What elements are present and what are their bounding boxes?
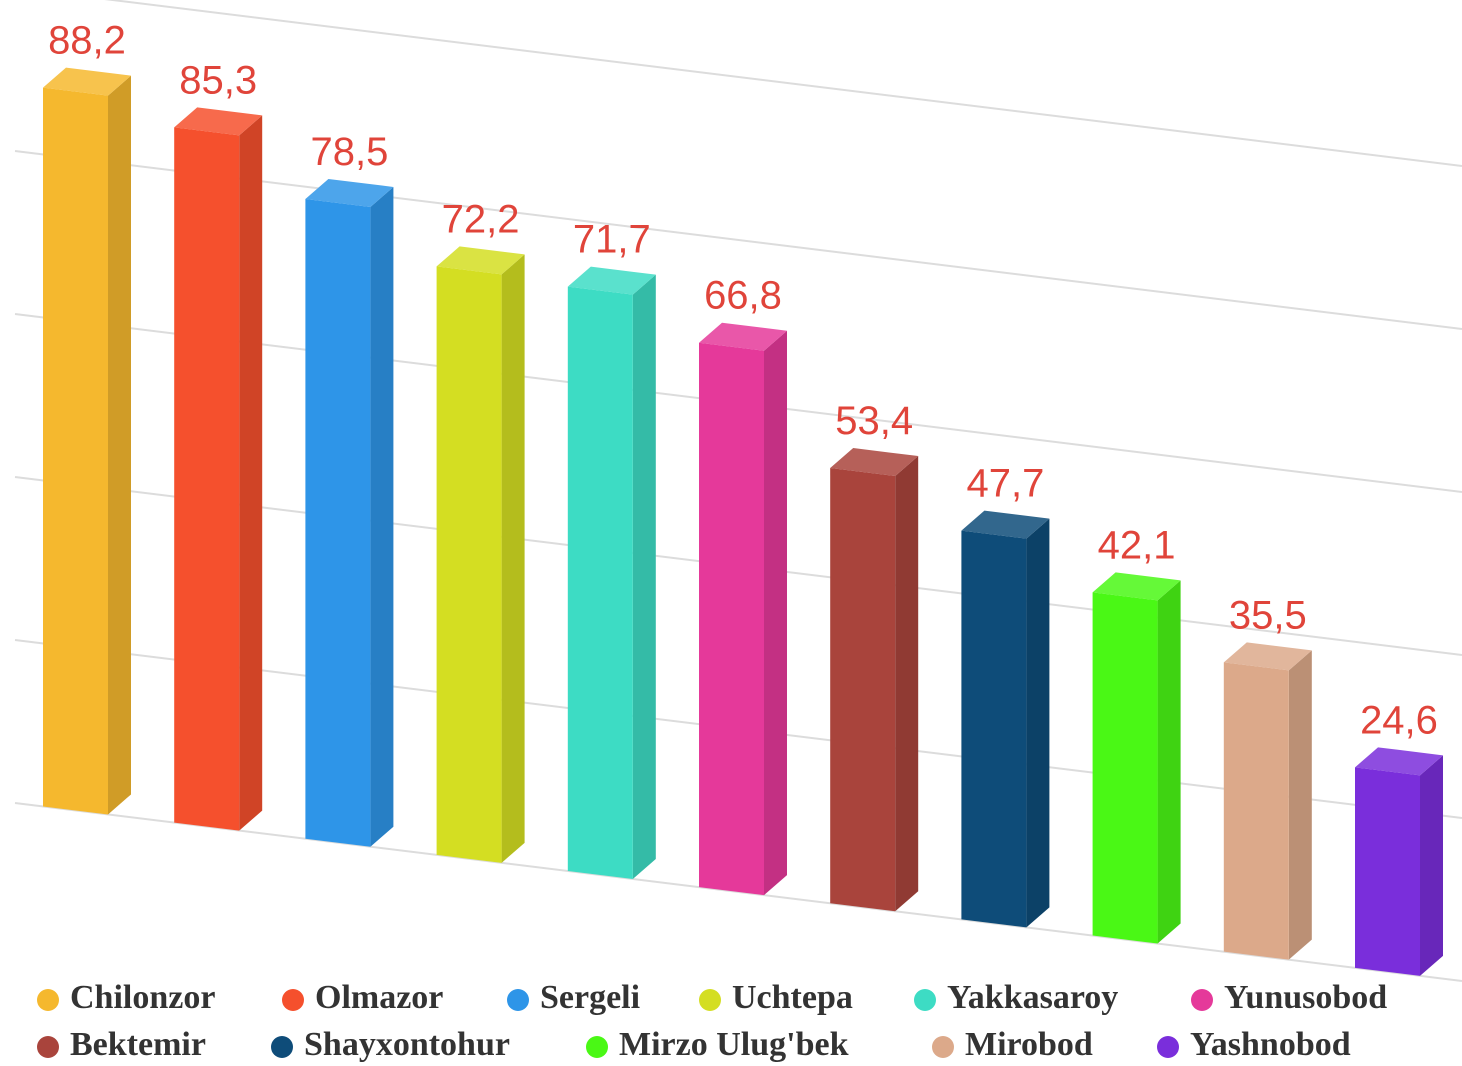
bar-top bbox=[1092, 572, 1181, 601]
bar-top bbox=[436, 246, 525, 275]
bar-front bbox=[830, 468, 896, 912]
legend-marker bbox=[37, 989, 59, 1011]
legend-marker bbox=[1157, 1036, 1179, 1058]
bar-side bbox=[1288, 650, 1312, 960]
bar-front bbox=[567, 286, 633, 879]
bar-side bbox=[1420, 755, 1443, 976]
bar-side bbox=[632, 274, 656, 879]
legend-label: Chilonzor bbox=[70, 979, 215, 1016]
bar bbox=[1223, 642, 1312, 960]
legend-marker bbox=[37, 1036, 59, 1058]
value-label: 78,5 bbox=[310, 130, 388, 174]
bar-front bbox=[43, 87, 108, 815]
bar-top bbox=[830, 448, 919, 477]
bar-top bbox=[961, 510, 1050, 539]
bar bbox=[567, 266, 656, 879]
legend-marker bbox=[1191, 989, 1213, 1011]
bar-side bbox=[108, 75, 131, 815]
bar-front bbox=[436, 266, 502, 863]
bar-top bbox=[1355, 747, 1443, 776]
bar-front bbox=[699, 342, 764, 896]
bar bbox=[43, 67, 131, 815]
bar bbox=[174, 107, 263, 831]
bar-side bbox=[370, 186, 394, 847]
bar-side bbox=[239, 115, 263, 831]
bar-side bbox=[1026, 518, 1050, 928]
legend-label: Olmazor bbox=[315, 979, 443, 1016]
bar-side bbox=[895, 456, 919, 912]
bar-front bbox=[1355, 767, 1420, 976]
value-label: 47,7 bbox=[966, 462, 1044, 506]
legend-marker bbox=[914, 989, 936, 1011]
value-label: 88,2 bbox=[48, 19, 126, 63]
legend-label: Mirzo Ulug'bek bbox=[619, 1026, 849, 1063]
legend-marker bbox=[282, 989, 304, 1011]
legend-label: Mirobod bbox=[965, 1026, 1093, 1063]
legend-label: Sergeli bbox=[540, 979, 640, 1016]
bar-top bbox=[305, 178, 394, 207]
legend-marker bbox=[932, 1036, 954, 1058]
bar bbox=[1092, 572, 1181, 944]
legend-label: Shayxontohur bbox=[304, 1026, 510, 1063]
value-label: 85,3 bbox=[179, 58, 257, 102]
bar-side bbox=[1157, 580, 1181, 944]
bar-front bbox=[961, 530, 1027, 928]
bar-front bbox=[1223, 662, 1289, 960]
legend-marker bbox=[699, 989, 721, 1011]
legend-label: Yashnobod bbox=[1190, 1026, 1351, 1063]
bar-side bbox=[501, 254, 525, 863]
bar-top bbox=[1223, 642, 1312, 671]
bar-top bbox=[43, 67, 131, 96]
legend-marker bbox=[507, 989, 529, 1011]
grid-line bbox=[104, 0, 1462, 167]
bar bbox=[961, 510, 1050, 928]
value-label: 35,5 bbox=[1229, 593, 1307, 637]
bar-front bbox=[174, 127, 240, 831]
bar bbox=[436, 246, 525, 863]
legend-label: Yakkasaroy bbox=[947, 979, 1118, 1016]
legend-marker bbox=[271, 1036, 293, 1058]
legend-label: Bektemir bbox=[70, 1026, 206, 1063]
value-label: 24,6 bbox=[1360, 698, 1438, 742]
legend-marker bbox=[586, 1036, 608, 1058]
bar bbox=[699, 322, 787, 896]
value-label: 72,2 bbox=[442, 197, 520, 241]
bar-front bbox=[1092, 592, 1158, 944]
bar bbox=[1355, 747, 1443, 976]
value-label: 66,8 bbox=[704, 274, 782, 318]
bar-top bbox=[699, 322, 787, 351]
bar-top bbox=[174, 107, 263, 136]
bar-front bbox=[305, 198, 371, 847]
bar-top bbox=[567, 266, 656, 295]
bar bbox=[830, 448, 919, 912]
value-label: 53,4 bbox=[835, 399, 913, 443]
value-label: 71,7 bbox=[573, 218, 651, 262]
legend-label: Yunusobod bbox=[1224, 979, 1387, 1016]
bar bbox=[305, 178, 394, 847]
bar-side bbox=[764, 330, 787, 896]
legend-label: Uchtepa bbox=[732, 979, 853, 1016]
value-label: 42,1 bbox=[1098, 523, 1176, 567]
